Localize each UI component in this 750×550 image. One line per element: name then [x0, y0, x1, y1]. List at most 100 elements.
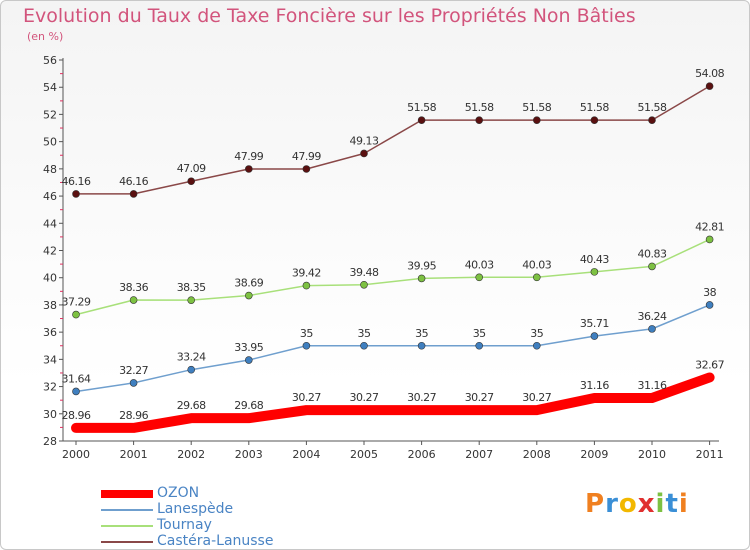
data-label-ozon: 28.96 — [62, 409, 91, 422]
data-point-tournay — [187, 296, 195, 304]
y-tick-label: 54 — [43, 81, 57, 94]
data-point-cast-ra-lanusse — [648, 116, 656, 124]
data-label-lanesp-de: 35 — [415, 327, 428, 340]
legend-item: Castéra-Lanusse — [101, 533, 321, 549]
y-tick-label: 38 — [43, 299, 57, 312]
x-tick-label: 2001 — [120, 448, 148, 461]
data-point-lanesp-de — [417, 341, 426, 350]
data-label-lanesp-de: 36.24 — [638, 310, 667, 323]
data-label-cast-ra-lanusse: 51.58 — [638, 101, 667, 114]
data-point-tournay — [302, 281, 311, 290]
data-label-tournay: 38.35 — [177, 281, 206, 294]
data-point-cast-ra-lanusse — [532, 116, 541, 124]
x-tick-label: 2006 — [408, 448, 436, 461]
data-point-lanesp-de — [705, 301, 714, 309]
data-point-cast-ra-lanusse — [590, 116, 599, 124]
data-label-lanesp-de: 38 — [703, 286, 716, 299]
y-tick-label: 32 — [43, 381, 57, 394]
legend-swatch — [101, 541, 153, 543]
data-label-lanesp-de: 32.27 — [119, 364, 148, 377]
series-line-cast-ra-lanusse — [75, 85, 711, 195]
data-label-ozon: 30.27 — [407, 391, 436, 404]
legend: OZON Lanespède Tournay Castéra-Lanusse — [101, 485, 321, 549]
data-point-cast-ra-lanusse — [705, 82, 714, 90]
legend-label: Castéra-Lanusse — [157, 533, 274, 549]
data-label-ozon: 29.68 — [234, 399, 263, 412]
data-label-ozon: 30.27 — [465, 391, 494, 404]
data-label-lanesp-de: 35 — [473, 327, 486, 340]
data-point-tournay — [72, 310, 80, 319]
y-tick-label: 52 — [43, 108, 57, 121]
legend-swatch — [101, 525, 153, 527]
x-tick-label: 2008 — [523, 448, 551, 461]
y-tick-label: 34 — [43, 353, 57, 366]
x-tick-label: 2005 — [350, 448, 378, 461]
data-label-lanesp-de: 35 — [300, 327, 313, 340]
legend-label: OZON — [157, 485, 200, 501]
data-point-cast-ra-lanusse — [187, 177, 195, 186]
legend-item: Tournay — [101, 517, 321, 534]
data-point-tournay — [245, 291, 253, 300]
legend-item: OZON — [101, 485, 321, 502]
data-label-lanesp-de: 33.24 — [177, 351, 206, 364]
y-tick-label: 28 — [43, 435, 57, 448]
data-label-lanesp-de: 33.95 — [234, 341, 263, 354]
data-label-tournay: 40.03 — [522, 258, 551, 271]
data-label-lanesp-de: 35 — [358, 327, 371, 340]
data-label-ozon: 30.27 — [522, 391, 551, 404]
data-point-lanesp-de — [302, 341, 311, 350]
data-label-lanesp-de: 31.64 — [62, 372, 91, 385]
data-point-lanesp-de — [475, 341, 484, 350]
data-label-cast-ra-lanusse: 51.58 — [407, 101, 436, 114]
legend-label: Tournay — [157, 517, 212, 533]
data-point-tournay — [417, 274, 426, 283]
data-label-lanesp-de: 35.71 — [580, 317, 609, 330]
data-point-cast-ra-lanusse — [245, 165, 253, 173]
data-label-tournay: 38.36 — [119, 281, 148, 294]
data-label-ozon: 30.27 — [292, 391, 321, 404]
series-line-ozon — [71, 372, 715, 433]
data-label-cast-ra-lanusse: 46.16 — [62, 175, 91, 188]
data-label-ozon: 31.16 — [580, 379, 609, 392]
data-point-lanesp-de — [129, 379, 138, 387]
data-label-cast-ra-lanusse: 51.58 — [522, 101, 551, 114]
data-label-cast-ra-lanusse: 46.16 — [119, 175, 148, 188]
data-label-cast-ra-lanusse: 51.58 — [580, 101, 609, 114]
chart-title: Evolution du Taux de Taxe Foncière sur l… — [23, 5, 636, 27]
data-point-tournay — [129, 296, 138, 304]
series-line-lanesp-de — [75, 304, 711, 393]
data-label-ozon: 29.68 — [177, 399, 206, 412]
y-tick-label: 40 — [43, 272, 57, 285]
x-tick-label: 2009 — [580, 448, 608, 461]
data-label-tournay: 39.48 — [350, 266, 379, 279]
y-tick-label: 56 — [43, 54, 57, 67]
data-point-lanesp-de — [360, 341, 368, 350]
data-label-tournay: 40.83 — [638, 247, 667, 260]
data-label-tournay: 37.29 — [62, 296, 91, 309]
proxiti-logo: Proxiti — [585, 489, 689, 519]
data-label-ozon: 28.96 — [119, 409, 148, 422]
data-point-cast-ra-lanusse — [72, 190, 80, 198]
data-label-tournay: 39.95 — [407, 259, 436, 272]
x-tick-label: 2010 — [638, 448, 666, 461]
data-point-lanesp-de — [245, 356, 253, 364]
data-label-cast-ra-lanusse: 51.58 — [465, 101, 494, 114]
data-label-cast-ra-lanusse: 47.99 — [234, 150, 263, 163]
data-label-cast-ra-lanusse: 54.08 — [695, 67, 724, 80]
data-point-tournay — [475, 273, 484, 282]
data-label-cast-ra-lanusse: 47.99 — [292, 150, 321, 163]
x-tick-label: 2002 — [177, 448, 205, 461]
data-point-cast-ra-lanusse — [129, 190, 138, 198]
data-point-tournay — [590, 268, 599, 276]
x-tick-label: 2004 — [292, 448, 320, 461]
y-tick-label: 50 — [43, 136, 57, 149]
data-point-lanesp-de — [532, 341, 541, 350]
data-label-cast-ra-lanusse: 49.13 — [350, 134, 379, 147]
data-label-cast-ra-lanusse: 47.09 — [177, 162, 206, 175]
data-label-tournay: 42.81 — [695, 220, 724, 233]
y-tick-label: 42 — [43, 245, 57, 258]
data-point-cast-ra-lanusse — [360, 149, 368, 158]
data-label-lanesp-de: 35 — [530, 327, 543, 340]
data-point-lanesp-de — [72, 387, 80, 396]
